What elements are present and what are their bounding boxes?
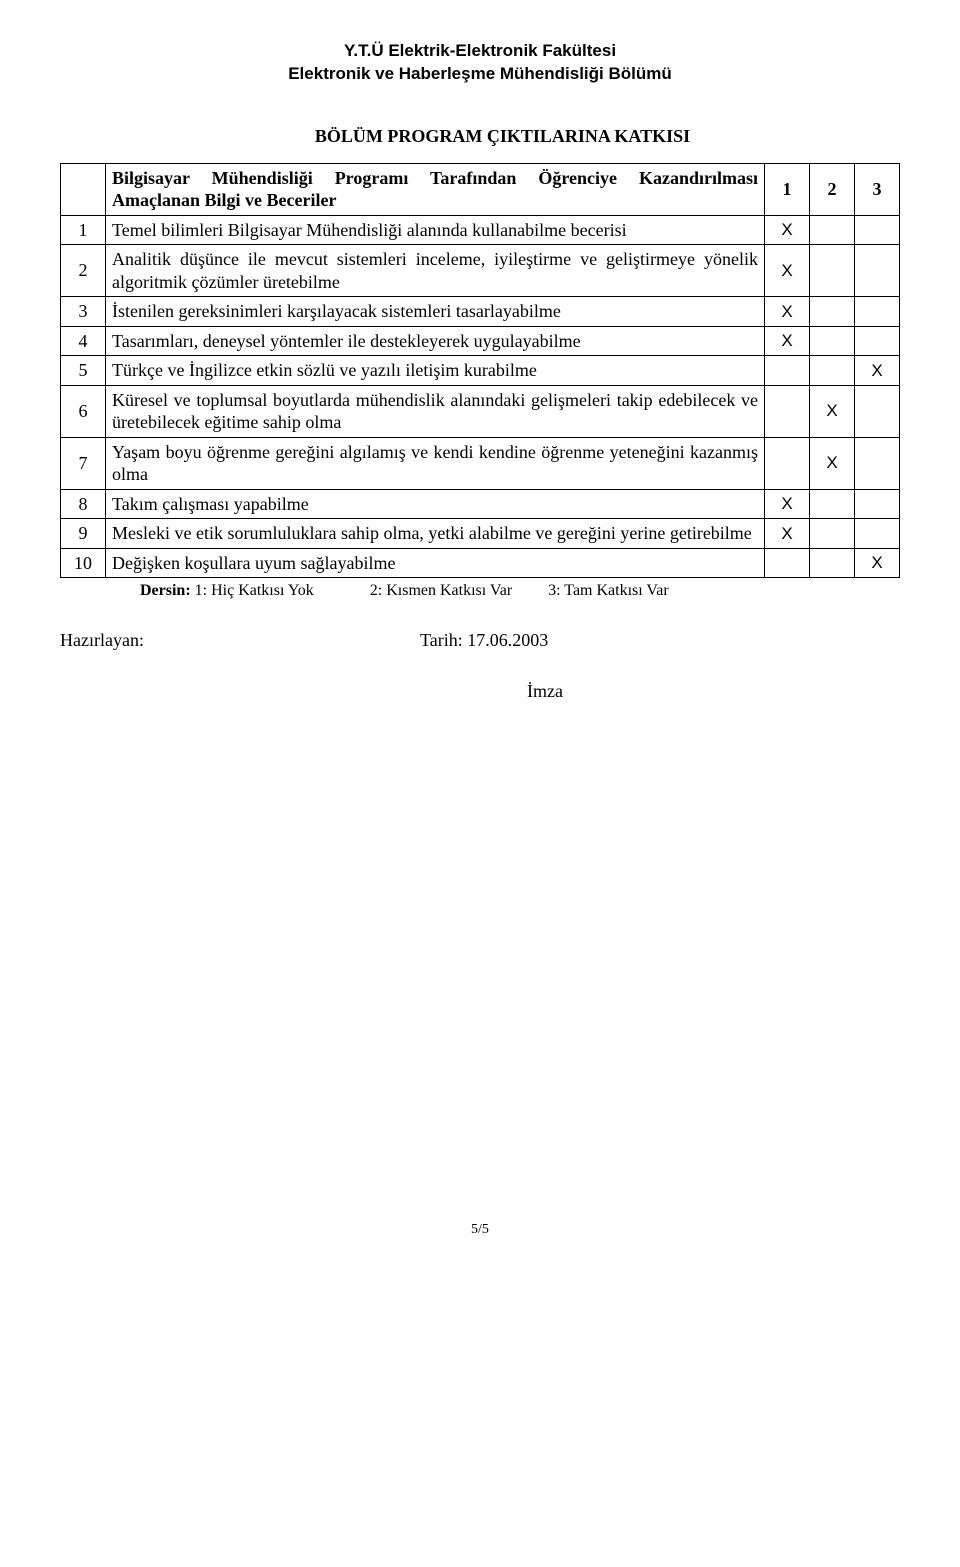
- row-c2: [810, 215, 855, 245]
- row-num: 4: [61, 326, 106, 356]
- section-title: BÖLÜM PROGRAM ÇIKTILARINA KATKISI: [60, 126, 900, 147]
- row-num: 9: [61, 519, 106, 549]
- row-c2: [810, 548, 855, 578]
- document-header: Y.T.Ü Elektrik-Elektronik Fakültesi Elek…: [60, 40, 900, 86]
- row-c1: X: [765, 297, 810, 327]
- row-num: 3: [61, 297, 106, 327]
- legend-item-2: 2: Kısmen Katkısı Var: [370, 582, 512, 599]
- row-c2: [810, 519, 855, 549]
- row-c1: [765, 385, 810, 437]
- table-row: 4 Tasarımları, deneysel yöntemler ile de…: [61, 326, 900, 356]
- row-text: Değişken koşullara uyum sağlayabilme: [106, 548, 765, 578]
- row-num: 6: [61, 385, 106, 437]
- prepared-by-label: Hazırlayan:: [60, 630, 420, 651]
- header-col-2: 2: [810, 163, 855, 215]
- table-row: 2 Analitik düşünce ile mevcut sistemleri…: [61, 245, 900, 297]
- row-text: Yaşam boyu öğrenme gereğini algılamış ve…: [106, 437, 765, 489]
- row-c1: X: [765, 245, 810, 297]
- row-c1: [765, 437, 810, 489]
- row-c1: X: [765, 489, 810, 519]
- legend-item-1: 1: Hiç Katkısı Yok: [195, 582, 314, 599]
- row-num: 2: [61, 245, 106, 297]
- row-c3: [855, 326, 900, 356]
- row-c2: [810, 489, 855, 519]
- header-blank-cell: [61, 163, 106, 215]
- header-line-1: Y.T.Ü Elektrik-Elektronik Fakültesi: [60, 40, 900, 63]
- row-num: 8: [61, 489, 106, 519]
- row-text: Küresel ve toplumsal boyutlarda mühendis…: [106, 385, 765, 437]
- header-text-cell: Bilgisayar Mühendisliği Programı Tarafın…: [106, 163, 765, 215]
- legend-item-3: 3: Tam Katkısı Var: [548, 582, 669, 599]
- row-c1: X: [765, 215, 810, 245]
- row-c1: [765, 548, 810, 578]
- row-c3: [855, 437, 900, 489]
- table-row: 10 Değişken koşullara uyum sağlayabilme …: [61, 548, 900, 578]
- table-row: 8 Takım çalışması yapabilme X: [61, 489, 900, 519]
- row-c3: [855, 519, 900, 549]
- row-num: 7: [61, 437, 106, 489]
- row-text: İstenilen gereksinimleri karşılayacak si…: [106, 297, 765, 327]
- imza-label: İmza: [60, 681, 900, 702]
- table-row: 6 Küresel ve toplumsal boyutlarda mühend…: [61, 385, 900, 437]
- row-num: 10: [61, 548, 106, 578]
- legend-line: Dersin: 1: Hiç Katkısı Yok 2: Kısmen Kat…: [60, 582, 900, 600]
- date-line: Tarih: 17.06.2003: [420, 630, 900, 651]
- table-row: 9 Mesleki ve etik sorumluluklara sahip o…: [61, 519, 900, 549]
- row-num: 5: [61, 356, 106, 386]
- row-c2: [810, 297, 855, 327]
- info-row: Hazırlayan: Tarih: 17.06.2003: [60, 630, 900, 651]
- row-c2: [810, 326, 855, 356]
- row-text: Mesleki ve etik sorumluluklara sahip olm…: [106, 519, 765, 549]
- page-number: 5/5: [60, 1222, 900, 1238]
- row-text: Takım çalışması yapabilme: [106, 489, 765, 519]
- row-c1: X: [765, 326, 810, 356]
- row-text: Tasarımları, deneysel yöntemler ile dest…: [106, 326, 765, 356]
- row-c3: X: [855, 356, 900, 386]
- row-c3: [855, 215, 900, 245]
- row-c3: [855, 245, 900, 297]
- row-num: 1: [61, 215, 106, 245]
- table-row: 5 Türkçe ve İngilizce etkin sözlü ve yaz…: [61, 356, 900, 386]
- header-line-2: Elektronik ve Haberleşme Mühendisliği Bö…: [60, 63, 900, 86]
- table-row: 7 Yaşam boyu öğrenme gereğini algılamış …: [61, 437, 900, 489]
- row-c1: X: [765, 519, 810, 549]
- table-row: 3 İstenilen gereksinimleri karşılayacak …: [61, 297, 900, 327]
- row-c1: [765, 356, 810, 386]
- row-c3: [855, 297, 900, 327]
- row-text: Temel bilimleri Bilgisayar Mühendisliği …: [106, 215, 765, 245]
- row-c3: [855, 489, 900, 519]
- row-c3: X: [855, 548, 900, 578]
- row-c3: [855, 385, 900, 437]
- header-col-3: 3: [855, 163, 900, 215]
- table-row: 1 Temel bilimleri Bilgisayar Mühendisliğ…: [61, 215, 900, 245]
- legend-label: Dersin:: [140, 582, 191, 599]
- outcomes-table: Bilgisayar Mühendisliği Programı Tarafın…: [60, 163, 900, 579]
- row-c2: X: [810, 437, 855, 489]
- table-header-row: Bilgisayar Mühendisliği Programı Tarafın…: [61, 163, 900, 215]
- row-text: Türkçe ve İngilizce etkin sözlü ve yazıl…: [106, 356, 765, 386]
- row-c2: X: [810, 385, 855, 437]
- row-c2: [810, 356, 855, 386]
- header-col-1: 1: [765, 163, 810, 215]
- row-text: Analitik düşünce ile mevcut sistemleri i…: [106, 245, 765, 297]
- row-c2: [810, 245, 855, 297]
